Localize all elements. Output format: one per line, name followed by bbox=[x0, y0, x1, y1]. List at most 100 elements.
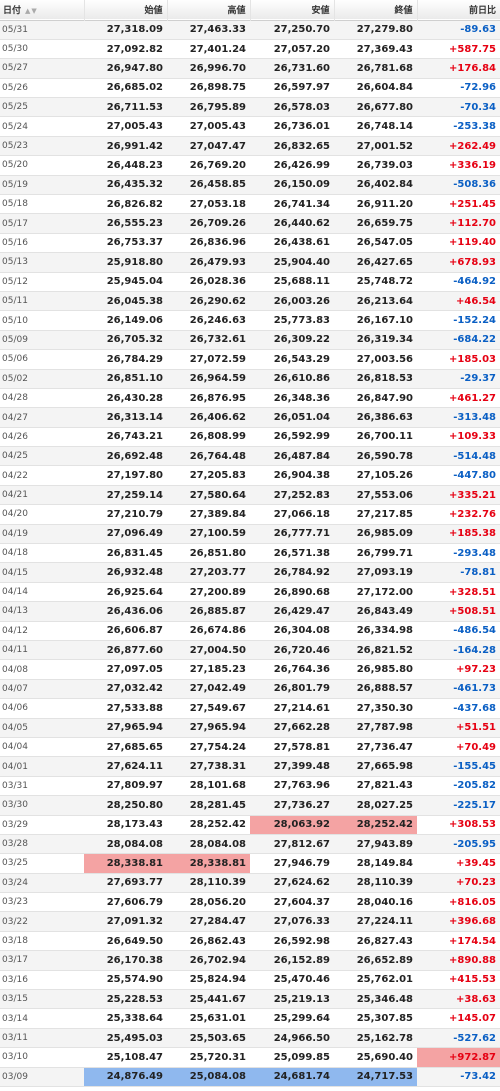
cell-low: 26,610.86 bbox=[250, 369, 334, 389]
column-header-open[interactable]: 始値 bbox=[84, 0, 168, 20]
table-row: 05/17 26,555.23 26,709.26 26,440.62 26,659.7… bbox=[0, 213, 500, 234]
cell-change: -155.45 bbox=[417, 756, 500, 777]
cell-low: 27,252.83 bbox=[250, 485, 334, 506]
sort-arrows-icon[interactable]: ▲▼ bbox=[25, 7, 38, 16]
cell-change: +119.40 bbox=[417, 233, 500, 254]
table-row: 05/20 26,448.23 26,769.20 26,426.99 26,739.0… bbox=[0, 155, 500, 176]
cell-high: 26,808.99 bbox=[167, 427, 250, 448]
cell-close: 26,799.71 bbox=[334, 543, 417, 564]
column-header-low[interactable]: 安値 bbox=[250, 0, 335, 20]
cell-low: 26,597.97 bbox=[250, 78, 334, 99]
table-row: 03/22 27,091.32 27,284.47 27,076.33 27,224.1… bbox=[0, 911, 500, 932]
cell-date: 04/22 bbox=[0, 465, 84, 486]
cell-change: -205.82 bbox=[417, 776, 500, 797]
table-row: 03/11 25,495.03 25,503.65 24,966.50 25,162.7… bbox=[0, 1028, 500, 1049]
table-row: 04/04 27,685.65 27,754.24 27,578.81 27,736.4… bbox=[0, 737, 500, 758]
cell-close: 26,911.20 bbox=[334, 194, 417, 215]
cell-date: 05/12 bbox=[0, 272, 84, 292]
cell-high: 28,084.08 bbox=[167, 834, 250, 855]
cell-open: 27,092.82 bbox=[84, 39, 167, 60]
cell-open: 25,918.80 bbox=[84, 252, 167, 273]
cell-change: +396.68 bbox=[417, 911, 500, 932]
cell-open: 28,338.81 bbox=[84, 853, 167, 874]
cell-date: 04/08 bbox=[0, 659, 84, 680]
table-row: 04/27 26,313.14 26,406.62 26,051.04 26,386.6… bbox=[0, 407, 500, 428]
column-header-close[interactable]: 終値 bbox=[334, 0, 418, 20]
cell-open: 27,259.14 bbox=[84, 485, 167, 506]
cell-date: 03/14 bbox=[0, 1008, 84, 1029]
cell-close: 26,319.34 bbox=[334, 330, 417, 351]
table-row: 05/19 26,435.32 26,458.85 26,150.09 26,402.8… bbox=[0, 175, 500, 196]
cell-high: 27,401.24 bbox=[167, 39, 250, 60]
cell-date: 03/18 bbox=[0, 931, 84, 952]
table-row: 05/25 26,711.53 26,795.89 26,578.03 26,677.8… bbox=[0, 97, 500, 118]
column-header-change[interactable]: 前日比 bbox=[468, 6, 496, 17]
cell-close: 26,748.14 bbox=[334, 116, 417, 137]
cell-change: -164.28 bbox=[417, 640, 500, 661]
cell-date: 03/16 bbox=[0, 970, 84, 991]
cell-close: 26,739.03 bbox=[334, 155, 417, 176]
cell-low: 24,681.74 bbox=[250, 1067, 334, 1087]
table-row: 05/31 27,318.09 27,463.33 27,250.70 27,279.8… bbox=[0, 20, 500, 40]
table-row: 05/27 26,947.80 26,996.70 26,731.60 26,781.6… bbox=[0, 58, 500, 79]
cell-change: +46.54 bbox=[417, 291, 500, 312]
cell-close: 27,350.30 bbox=[334, 698, 417, 719]
cell-open: 27,533.88 bbox=[84, 698, 167, 719]
cell-close: 26,402.84 bbox=[334, 175, 417, 196]
cell-date: 04/07 bbox=[0, 679, 84, 700]
column-header-date[interactable]: 日付 ▲▼ bbox=[0, 0, 85, 20]
cell-low: 26,741.34 bbox=[250, 194, 334, 215]
cell-low: 27,736.27 bbox=[250, 795, 334, 816]
cell-date: 05/18 bbox=[0, 194, 84, 215]
cell-close: 26,547.05 bbox=[334, 233, 417, 254]
table-row: 04/25 26,692.48 26,764.48 26,487.84 26,590.7… bbox=[0, 446, 500, 467]
table-row: 05/12 25,945.04 26,028.36 25,688.11 25,748.7… bbox=[0, 272, 500, 292]
cell-low: 27,250.70 bbox=[250, 20, 334, 40]
cell-low: 26,764.36 bbox=[250, 659, 334, 680]
cell-close: 26,386.63 bbox=[334, 407, 417, 428]
cell-date: 05/26 bbox=[0, 78, 84, 99]
table-row: 03/16 25,574.90 25,824.94 25,470.46 25,762.0… bbox=[0, 970, 500, 991]
cell-date: 04/25 bbox=[0, 446, 84, 467]
cell-high: 26,406.62 bbox=[167, 407, 250, 428]
table-row: 04/11 26,877.60 27,004.50 26,720.46 26,821.5… bbox=[0, 640, 500, 661]
cell-low: 26,720.46 bbox=[250, 640, 334, 661]
cell-close: 25,762.01 bbox=[334, 970, 417, 991]
table-row: 04/14 26,925.64 27,200.89 26,890.68 27,172.0… bbox=[0, 582, 500, 603]
cell-change: -205.95 bbox=[417, 834, 500, 855]
cell-high: 26,732.61 bbox=[167, 330, 250, 351]
cell-low: 27,399.48 bbox=[250, 756, 334, 777]
cell-low: 26,890.68 bbox=[250, 582, 334, 603]
column-header-high[interactable]: 高値 bbox=[167, 0, 251, 20]
cell-change: +328.51 bbox=[417, 582, 500, 603]
cell-change: +109.33 bbox=[417, 427, 500, 448]
cell-low: 27,662.28 bbox=[250, 718, 334, 738]
cell-date: 03/10 bbox=[0, 1047, 84, 1068]
cell-open: 26,877.60 bbox=[84, 640, 167, 661]
table-row: 03/09 24,876.49 25,084.08 24,681.74 24,717.5… bbox=[0, 1067, 500, 1087]
table-row: 05/26 26,685.02 26,898.75 26,597.97 26,604.8… bbox=[0, 78, 500, 99]
cell-change: +112.70 bbox=[417, 213, 500, 234]
cell-open: 26,170.38 bbox=[84, 950, 167, 971]
cell-change: +336.19 bbox=[417, 155, 500, 176]
cell-low: 26,571.38 bbox=[250, 543, 334, 564]
cell-close: 28,040.16 bbox=[334, 892, 417, 913]
cell-date: 03/11 bbox=[0, 1028, 84, 1049]
cell-change: +890.88 bbox=[417, 950, 500, 971]
cell-change: +39.45 bbox=[417, 853, 500, 874]
cell-close: 26,818.53 bbox=[334, 369, 417, 389]
cell-low: 26,438.61 bbox=[250, 233, 334, 254]
cell-high: 27,389.84 bbox=[167, 504, 250, 525]
cell-high: 26,876.95 bbox=[167, 388, 250, 409]
cell-close: 26,781.68 bbox=[334, 58, 417, 79]
cell-low: 26,426.99 bbox=[250, 155, 334, 176]
cell-high: 26,964.59 bbox=[167, 369, 250, 389]
cell-date: 05/23 bbox=[0, 136, 84, 157]
cell-date: 05/30 bbox=[0, 39, 84, 60]
cell-change: +816.05 bbox=[417, 892, 500, 913]
cell-low: 26,348.36 bbox=[250, 388, 334, 409]
cell-open: 25,945.04 bbox=[84, 272, 167, 292]
cell-high: 27,203.77 bbox=[167, 562, 250, 583]
cell-change: -78.81 bbox=[417, 562, 500, 583]
cell-close: 26,985.09 bbox=[334, 524, 417, 545]
